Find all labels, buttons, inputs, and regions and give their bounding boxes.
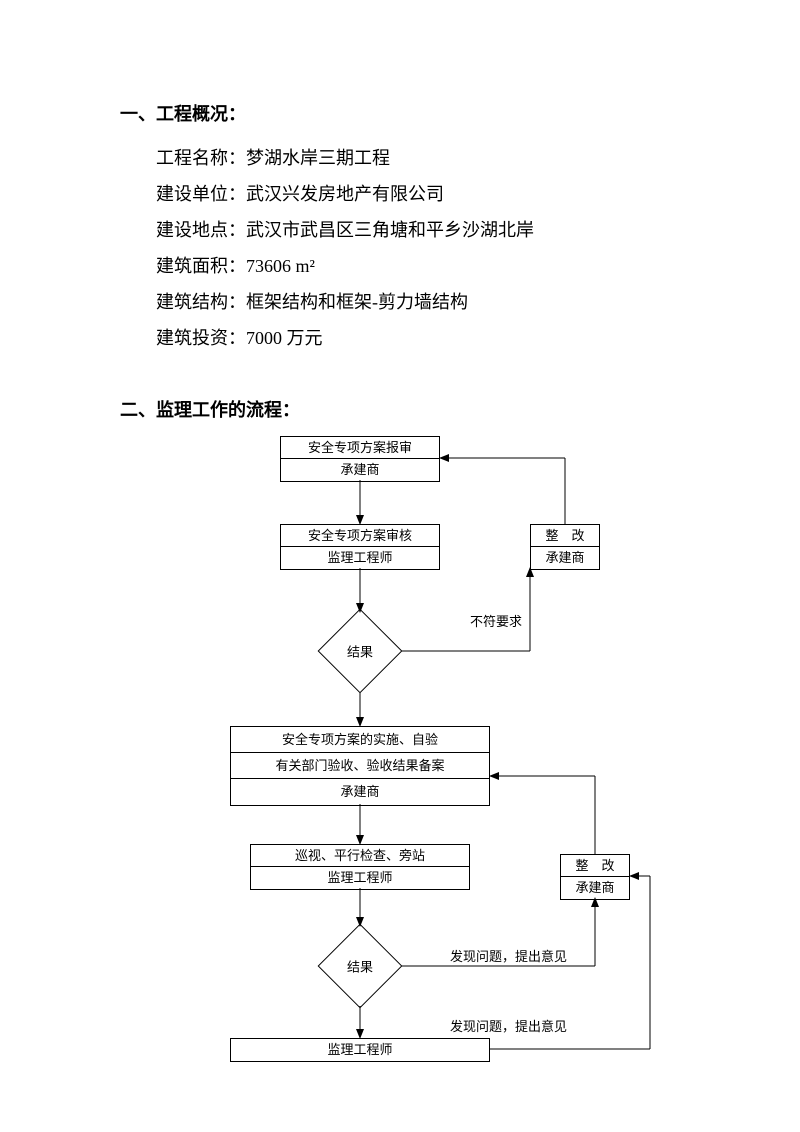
info-value: 武汉兴发房地产有限公司 xyxy=(246,184,444,204)
flowchart-box-row: 承建商 xyxy=(231,779,489,805)
info-value: 7000 万元 xyxy=(246,328,323,348)
info-value: 73606 m² xyxy=(246,256,315,276)
flowchart-edge-label: 发现问题，提出意见 xyxy=(450,946,567,965)
section2-title: 二、监理工作的流程： xyxy=(120,396,680,422)
info-label: 建设单位： xyxy=(156,184,246,204)
info-row: 建筑结构：框架结构和框架-剪力墙结构 xyxy=(156,284,680,320)
flowchart-box: 安全专项方案的实施、自验有关部门验收、验收结果备案承建商 xyxy=(230,726,490,806)
flowchart-box-row: 安全专项方案审核 xyxy=(281,525,439,547)
flowchart-edge-label: 发现问题，提出意见 xyxy=(450,1016,567,1035)
flowchart-edge-label: 不符要求 xyxy=(470,611,522,630)
info-label: 建筑结构： xyxy=(156,292,246,312)
info-label: 工程名称： xyxy=(156,148,246,168)
flowchart: 安全专项方案报审承建商安全专项方案审核监理工程师整 改承建商结果安全专项方案的实… xyxy=(140,436,700,1076)
flowchart-box: 巡视、平行检查、旁站监理工程师 xyxy=(250,844,470,890)
flowchart-box-row: 安全专项方案报审 xyxy=(281,437,439,459)
info-value: 武汉市武昌区三角塘和平乡沙湖北岸 xyxy=(246,220,534,240)
flowchart-box: 整 改承建商 xyxy=(560,854,630,900)
info-value: 框架结构和框架-剪力墙结构 xyxy=(246,292,468,312)
flowchart-box-row: 监理工程师 xyxy=(231,1039,489,1061)
info-value: 梦湖水岸三期工程 xyxy=(246,148,390,168)
info-row: 建设单位：武汉兴发房地产有限公司 xyxy=(156,176,680,212)
section1-body: 工程名称：梦湖水岸三期工程 建设单位：武汉兴发房地产有限公司 建设地点：武汉市武… xyxy=(120,140,680,356)
flowchart-box-row: 承建商 xyxy=(531,547,599,569)
info-label: 建筑投资： xyxy=(156,328,246,348)
flowchart-box-row: 有关部门验收、验收结果备案 xyxy=(231,753,489,779)
flowchart-box-row: 承建商 xyxy=(281,459,439,481)
flowchart-decision-label: 结果 xyxy=(347,957,373,976)
flowchart-box-row: 安全专项方案的实施、自验 xyxy=(231,727,489,753)
flowchart-box-row: 监理工程师 xyxy=(281,547,439,569)
info-row: 工程名称：梦湖水岸三期工程 xyxy=(156,140,680,176)
info-row: 建筑投资：7000 万元 xyxy=(156,320,680,356)
flowchart-decision-label: 结果 xyxy=(347,642,373,661)
flowchart-box-row: 整 改 xyxy=(531,525,599,547)
flowchart-box-row: 整 改 xyxy=(561,855,629,877)
flowchart-box: 整 改承建商 xyxy=(530,524,600,570)
info-row: 建筑面积：73606 m² xyxy=(156,248,680,284)
flowchart-box-row: 承建商 xyxy=(561,877,629,899)
info-label: 建筑面积： xyxy=(156,256,246,276)
flowchart-box: 监理工程师 xyxy=(230,1038,490,1062)
info-row: 建设地点：武汉市武昌区三角塘和平乡沙湖北岸 xyxy=(156,212,680,248)
flowchart-box: 安全专项方案报审承建商 xyxy=(280,436,440,482)
flowchart-box-row: 巡视、平行检查、旁站 xyxy=(251,845,469,867)
flowchart-box-row: 监理工程师 xyxy=(251,867,469,889)
flowchart-box: 安全专项方案审核监理工程师 xyxy=(280,524,440,570)
section1-title: 一、工程概况： xyxy=(120,100,680,126)
info-label: 建设地点： xyxy=(156,220,246,240)
